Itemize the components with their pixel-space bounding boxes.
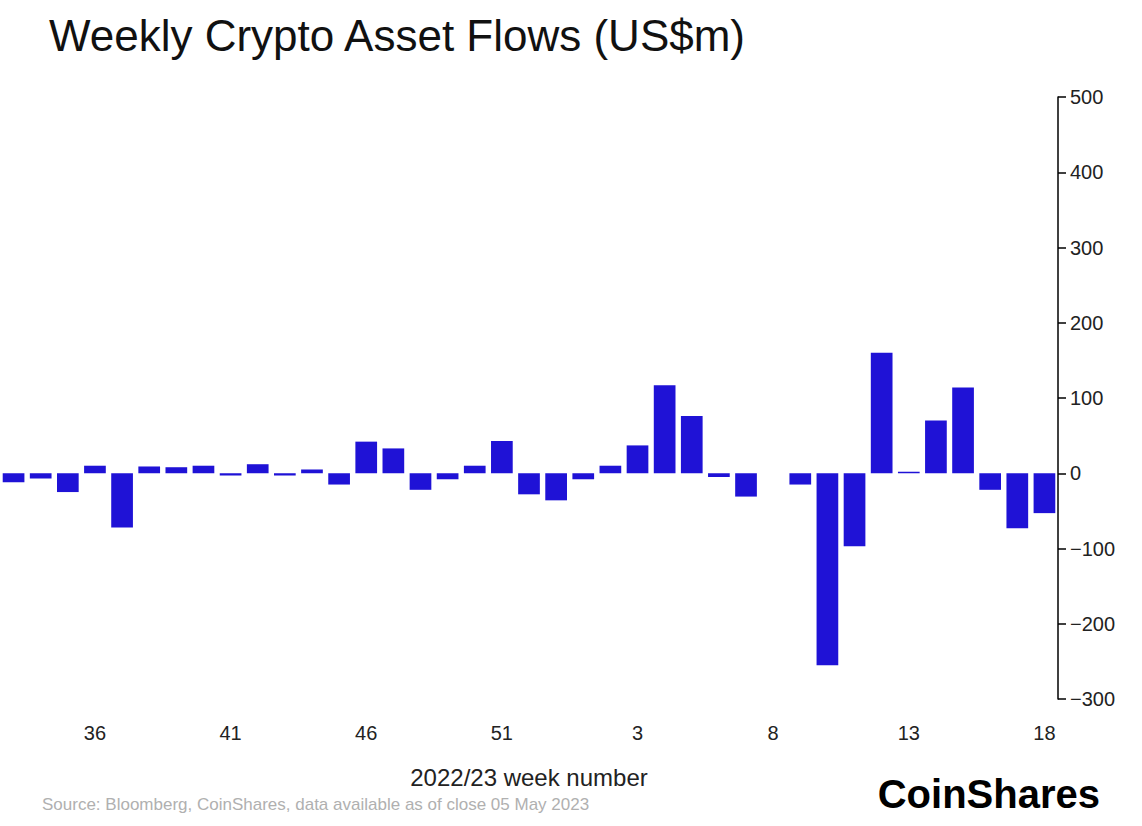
svg-text:36: 36 xyxy=(84,722,106,744)
svg-text:8: 8 xyxy=(768,722,779,744)
svg-text:51: 51 xyxy=(491,722,513,744)
svg-text:500: 500 xyxy=(1070,86,1103,108)
svg-text:CoinShares: CoinShares xyxy=(878,772,1100,816)
svg-text:200: 200 xyxy=(1070,312,1103,334)
svg-text:18: 18 xyxy=(1033,722,1055,744)
svg-text:Weekly Crypto Asset Flows (US$: Weekly Crypto Asset Flows (US$m) xyxy=(49,11,745,60)
svg-text:Source: Bloomberg, CoinShares,: Source: Bloomberg, CoinShares, data avai… xyxy=(42,795,589,814)
svg-text:300: 300 xyxy=(1070,237,1103,259)
svg-text:46: 46 xyxy=(355,722,377,744)
svg-text:41: 41 xyxy=(219,722,241,744)
svg-text:−100: −100 xyxy=(1070,538,1115,560)
svg-text:0: 0 xyxy=(1070,462,1081,484)
svg-text:2022/23 week number: 2022/23 week number xyxy=(410,764,648,791)
svg-text:3: 3 xyxy=(632,722,643,744)
svg-text:−200: −200 xyxy=(1070,613,1115,635)
svg-text:400: 400 xyxy=(1070,161,1103,183)
svg-text:100: 100 xyxy=(1070,387,1103,409)
svg-text:13: 13 xyxy=(898,722,920,744)
svg-text:−300: −300 xyxy=(1070,688,1115,710)
